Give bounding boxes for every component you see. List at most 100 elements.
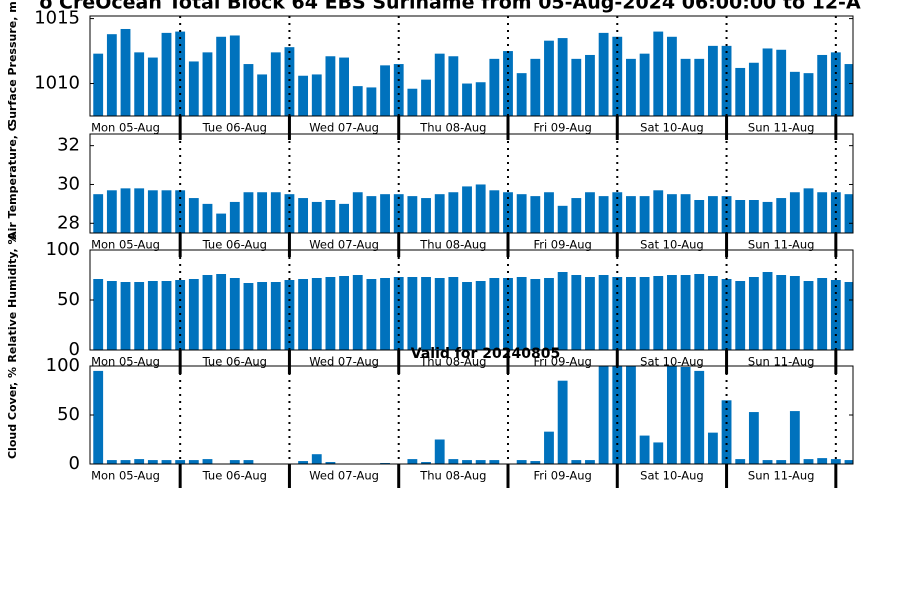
- bar: [844, 460, 853, 464]
- bar: [666, 36, 677, 116]
- bar: [298, 75, 309, 116]
- bar: [817, 278, 828, 350]
- x-tick-label: Sat 10-Aug: [640, 355, 704, 369]
- bar: [707, 196, 718, 233]
- bar: [830, 52, 841, 116]
- bar: [489, 460, 500, 464]
- bar: [776, 275, 787, 350]
- bar: [421, 277, 431, 350]
- y-tick-label: 28: [57, 212, 80, 233]
- bar: [120, 460, 131, 464]
- bar: [598, 196, 609, 233]
- bar: [544, 278, 554, 350]
- bar: [707, 45, 718, 116]
- bar: [434, 53, 445, 116]
- x-tick-label: Wed 07-Aug: [309, 238, 379, 252]
- bar: [161, 281, 172, 350]
- y-tick-label: 50: [57, 289, 80, 310]
- bar: [557, 205, 568, 233]
- x-tick-label: Fri 09-Aug: [533, 469, 591, 483]
- bar: [106, 460, 117, 464]
- bar: [93, 279, 104, 350]
- bar: [147, 190, 158, 233]
- bar: [598, 275, 609, 350]
- bar: [147, 281, 158, 350]
- bar: [407, 196, 418, 233]
- bar: [639, 435, 650, 464]
- bar: [585, 54, 595, 116]
- bar: [243, 283, 254, 350]
- y-tick-label: 30: [57, 173, 80, 194]
- bar: [380, 65, 390, 116]
- bar: [653, 276, 664, 350]
- bar: [803, 459, 814, 464]
- bar: [161, 460, 172, 464]
- bar: [257, 74, 268, 116]
- bar: [339, 276, 349, 350]
- bar: [817, 54, 828, 116]
- bar: [844, 282, 853, 350]
- bar: [653, 442, 664, 464]
- bar: [776, 460, 787, 464]
- bar: [421, 462, 431, 464]
- bar: [789, 411, 800, 464]
- bar: [229, 460, 240, 464]
- bar: [106, 34, 117, 116]
- bar: [557, 272, 568, 350]
- bar: [585, 192, 595, 233]
- bar: [421, 79, 431, 116]
- x-tick-label: Thu 08-Aug: [419, 355, 486, 369]
- bar: [694, 58, 705, 116]
- y-tick-label: 0: [69, 339, 80, 360]
- bar: [830, 459, 841, 464]
- bar: [489, 58, 500, 116]
- bar: [434, 439, 445, 464]
- bar: [516, 277, 527, 350]
- bar: [762, 48, 773, 117]
- x-tick-label: Tue 06-Aug: [202, 238, 267, 252]
- x-tick-label: Wed 07-Aug: [309, 469, 379, 483]
- bar: [202, 275, 213, 350]
- bar: [585, 460, 595, 464]
- bar: [325, 462, 336, 464]
- bar: [134, 459, 145, 464]
- bar: [434, 194, 445, 233]
- bar: [516, 460, 527, 464]
- bar: [530, 58, 541, 116]
- x-tick-label: Tue 06-Aug: [202, 355, 267, 369]
- bar: [366, 196, 377, 233]
- bar: [393, 64, 404, 116]
- y-axis-label: Surface Pressure, m: [6, 1, 19, 126]
- bar: [134, 282, 145, 350]
- bar: [270, 192, 281, 233]
- bar: [380, 278, 390, 350]
- bar: [776, 49, 787, 116]
- bar: [188, 198, 199, 233]
- bar: [735, 200, 746, 233]
- bar: [311, 74, 322, 116]
- bar: [544, 192, 554, 233]
- bar: [748, 277, 759, 350]
- bar: [503, 51, 513, 116]
- x-tick-label: Sun 11-Aug: [748, 121, 815, 135]
- bar: [694, 274, 705, 350]
- bar: [653, 190, 664, 233]
- bar: [229, 35, 240, 117]
- bar: [530, 279, 541, 350]
- bar: [680, 58, 691, 116]
- bar: [257, 282, 268, 350]
- x-tick-label: Fri 09-Aug: [533, 121, 591, 135]
- bar: [407, 277, 418, 350]
- y-tick-label: 100: [46, 239, 80, 260]
- bar: [489, 190, 500, 233]
- bar: [298, 461, 309, 464]
- bar: [448, 56, 459, 116]
- plot-frame: [89, 133, 854, 234]
- bar: [147, 460, 158, 464]
- y-axis-label: Relative Humidity, %: [6, 233, 19, 362]
- x-tick-label: Thu 08-Aug: [419, 238, 486, 252]
- bar: [448, 459, 459, 464]
- bar: [721, 196, 732, 233]
- bar: [844, 194, 853, 233]
- bar: [175, 460, 186, 464]
